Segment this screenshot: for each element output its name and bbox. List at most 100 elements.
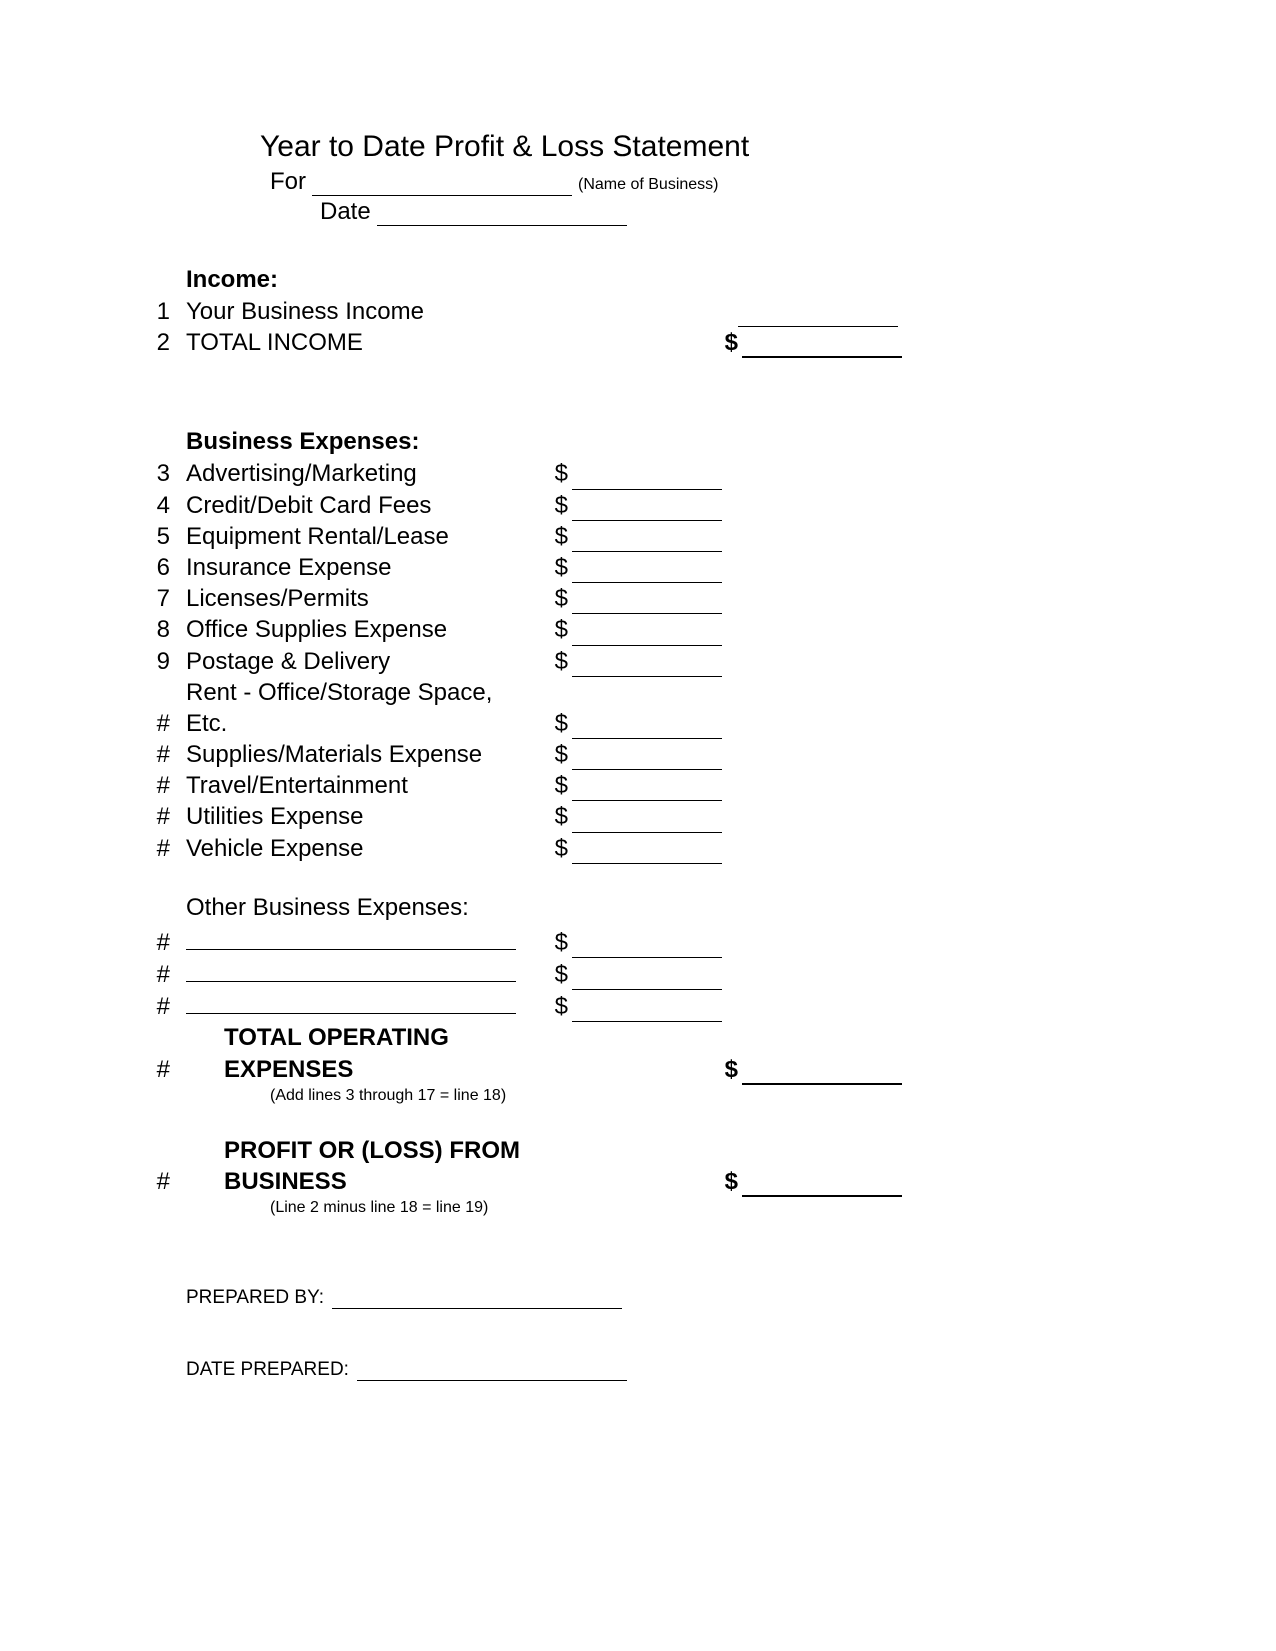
dollar-sign: $	[538, 833, 568, 864]
expense-row: #Travel/Entertainment$	[140, 770, 1136, 801]
line-label: Vehicle Expense	[178, 833, 538, 864]
dollar-sign: $	[538, 458, 568, 489]
other-expense-amount-input[interactable]	[572, 998, 722, 1022]
other-expense-row: #$	[140, 958, 1136, 990]
expense-row: #Utilities Expense$	[140, 801, 1136, 832]
expense-row: 4Credit/Debit Card Fees$	[140, 490, 1136, 521]
dollar-sign: $	[538, 552, 568, 583]
dollar-sign: $	[708, 1054, 738, 1085]
expense-amount-input[interactable]	[572, 840, 722, 864]
line-label: Credit/Debit Card Fees	[178, 490, 538, 521]
business-name-input[interactable]	[312, 172, 572, 196]
line-number: 6	[140, 552, 178, 583]
total-expenses-row: # TOTAL OPERATING EXPENSES $	[140, 1022, 1136, 1084]
other-expense-label-col	[178, 958, 538, 990]
for-line: For (Name of Business)	[140, 168, 1136, 196]
other-expense-amount-input[interactable]	[572, 934, 722, 958]
document-title: Year to Date Profit & Loss Statement	[140, 130, 1136, 164]
line-label: Your Business Income	[178, 296, 538, 327]
other-expense-row: #$	[140, 926, 1136, 958]
line-number: #	[140, 770, 178, 801]
other-expenses-heading: Other Business Expenses:	[140, 894, 1136, 922]
expense-row: 7Licenses/Permits$	[140, 583, 1136, 614]
date-prepared-input[interactable]	[357, 1361, 627, 1381]
line-number: #	[140, 1166, 178, 1197]
prepared-by-label: PREPARED BY:	[186, 1287, 324, 1309]
line-number: #	[140, 1054, 178, 1085]
line-label: Postage & Delivery	[178, 646, 538, 677]
prepared-by-input[interactable]	[332, 1289, 622, 1309]
expense-amount-input[interactable]	[572, 746, 722, 770]
other-expense-row: #$	[140, 990, 1136, 1022]
dollar-sign: $	[538, 646, 568, 677]
prepared-by-row: PREPARED BY:	[186, 1287, 1136, 1309]
other-expense-amount-input[interactable]	[572, 966, 722, 990]
expense-amount-input[interactable]	[572, 715, 722, 739]
line-label: Rent - Office/Storage Space, Etc.	[178, 677, 538, 739]
expense-row: 6Insurance Expense$	[140, 552, 1136, 583]
expense-row: #Rent - Office/Storage Space, Etc.$	[140, 677, 1136, 739]
other-expense-label-input[interactable]	[186, 958, 516, 982]
expense-amount-input[interactable]	[572, 653, 722, 677]
other-expense-label-input[interactable]	[186, 990, 516, 1014]
line-label: Supplies/Materials Expense	[178, 739, 538, 770]
expense-amount-input[interactable]	[572, 559, 722, 583]
dollar-sign: $	[538, 490, 568, 521]
line-number: 8	[140, 614, 178, 645]
total-income-row: 2 TOTAL INCOME $	[140, 327, 1136, 358]
for-note: (Name of Business)	[578, 176, 719, 196]
dollar-sign: $	[538, 770, 568, 801]
line-number: #	[140, 708, 178, 739]
line-label: Insurance Expense	[178, 552, 538, 583]
line-label: Licenses/Permits	[178, 583, 538, 614]
expense-amount-input[interactable]	[572, 622, 722, 646]
dollar-sign: $	[538, 927, 568, 958]
other-expense-label-input[interactable]	[186, 926, 516, 950]
dollar-sign: $	[538, 801, 568, 832]
dollar-sign: $	[538, 583, 568, 614]
total-expenses-label: TOTAL OPERATING EXPENSES	[178, 1022, 578, 1084]
line-label: Advertising/Marketing	[178, 458, 538, 489]
expense-row: 9Postage & Delivery$	[140, 646, 1136, 677]
income-row: 1 Your Business Income	[140, 296, 1136, 327]
expense-amount-input[interactable]	[572, 528, 722, 552]
dollar-sign: $	[538, 521, 568, 552]
income-heading: Income:	[140, 266, 1136, 294]
total-expenses-input[interactable]	[742, 1061, 902, 1085]
expense-amount-input[interactable]	[572, 777, 722, 801]
line-label: Travel/Entertainment	[178, 770, 538, 801]
line-number: 9	[140, 646, 178, 677]
income-amount-input[interactable]	[738, 303, 898, 327]
expense-amount-input[interactable]	[572, 809, 722, 833]
for-label: For	[270, 168, 306, 196]
expense-row: 3Advertising/Marketing$	[140, 458, 1136, 489]
line-number: #	[140, 801, 178, 832]
date-prepared-row: DATE PREPARED:	[186, 1359, 1136, 1381]
expense-amount-input[interactable]	[572, 497, 722, 521]
line-number: 4	[140, 490, 178, 521]
page: Year to Date Profit & Loss Statement For…	[0, 0, 1276, 1651]
income-section: Income: 1 Your Business Income 2 TOTAL I…	[140, 266, 1136, 358]
total-expenses-hint: (Add lines 3 through 17 = line 18)	[140, 1087, 1136, 1105]
expense-row: 5Equipment Rental/Lease$	[140, 521, 1136, 552]
expense-amount-input[interactable]	[572, 590, 722, 614]
line-number: 3	[140, 458, 178, 489]
line-number: #	[140, 739, 178, 770]
expenses-section: Business Expenses: 3Advertising/Marketin…	[140, 428, 1136, 1104]
profit-row: # PROFIT OR (LOSS) FROM BUSINESS $	[140, 1135, 1136, 1197]
date-input[interactable]	[377, 202, 627, 226]
expense-amount-input[interactable]	[572, 466, 722, 490]
dollar-sign: $	[708, 327, 738, 358]
line-number: #	[140, 959, 178, 990]
line-number: 2	[140, 327, 178, 358]
profit-input[interactable]	[742, 1173, 902, 1197]
line-label: Utilities Expense	[178, 801, 538, 832]
line-number: #	[140, 991, 178, 1022]
document-header: Year to Date Profit & Loss Statement For…	[140, 130, 1136, 226]
date-line: Date	[140, 198, 1136, 226]
date-prepared-label: DATE PREPARED:	[186, 1359, 349, 1381]
total-income-input[interactable]	[742, 334, 902, 358]
dollar-sign: $	[708, 1166, 738, 1197]
dollar-sign: $	[538, 708, 568, 739]
profit-hint: (Line 2 minus line 18 = line 19)	[140, 1199, 1136, 1217]
